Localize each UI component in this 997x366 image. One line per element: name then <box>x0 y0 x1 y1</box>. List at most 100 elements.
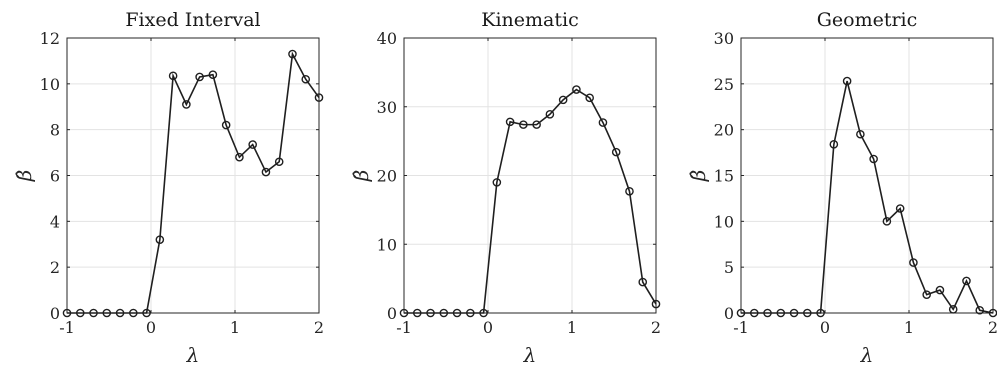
data-point <box>195 72 204 82</box>
data-point <box>412 308 422 318</box>
data-point <box>736 308 746 318</box>
data-point <box>611 147 621 157</box>
y-tick-label: 15 <box>714 167 734 186</box>
chart-title: Kinematic <box>481 9 578 31</box>
data-point <box>519 120 528 129</box>
data-point <box>182 100 191 109</box>
data-point <box>749 308 759 318</box>
data-point <box>62 308 72 318</box>
data-point <box>842 76 852 86</box>
data-point <box>102 308 112 318</box>
data-point <box>909 258 918 267</box>
series-line <box>67 51 320 314</box>
chart-title: Fixed Interval <box>125 9 260 31</box>
data-point <box>869 154 878 164</box>
x-tick-label: 2 <box>651 318 661 337</box>
data-point <box>763 308 772 318</box>
data-point <box>505 117 515 127</box>
x-tick-label: 1 <box>567 318 577 337</box>
data-point <box>261 167 271 177</box>
y-tick-label: 10 <box>40 75 60 94</box>
data-point <box>829 140 839 149</box>
data-point <box>75 308 85 318</box>
data-point <box>532 120 541 129</box>
y-axis-label: β̂ <box>349 170 373 183</box>
data-point <box>221 120 231 130</box>
data-point <box>155 235 165 244</box>
y-tick-label: 40 <box>377 29 397 48</box>
x-axis-label: λ <box>523 343 537 366</box>
data-point <box>895 204 905 213</box>
data-point <box>856 129 865 139</box>
y-axis-label: β̂ <box>12 170 36 183</box>
data-point <box>274 157 284 167</box>
data-point <box>558 95 568 105</box>
x-tick-label: 2 <box>988 318 997 337</box>
y-axis-label: β̂ <box>686 170 710 183</box>
data-point <box>288 49 297 59</box>
data-point <box>789 308 799 318</box>
data-point <box>598 118 608 127</box>
data-point <box>803 308 812 318</box>
data-point <box>922 290 931 299</box>
y-tick-label: 0 <box>387 304 397 323</box>
data-point <box>89 308 98 318</box>
x-tick-label: 2 <box>314 318 324 337</box>
y-tick-label: 10 <box>714 212 734 231</box>
x-axis-label: λ <box>860 343 874 366</box>
data-point <box>776 308 786 318</box>
data-point <box>948 305 958 314</box>
y-tick-label: 30 <box>377 98 397 117</box>
data-point <box>301 74 311 84</box>
x-tick-label: -1 <box>733 318 749 337</box>
data-point <box>816 308 825 318</box>
y-tick-label: 30 <box>714 29 734 48</box>
y-tick-label: 0 <box>724 304 734 323</box>
data-point <box>115 308 125 318</box>
data-point <box>235 152 244 162</box>
x-tick-label: 0 <box>820 318 830 337</box>
y-tick-label: 12 <box>40 29 60 48</box>
y-tick-label: 5 <box>724 258 734 277</box>
data-point <box>399 308 409 318</box>
y-tick-label: 6 <box>50 167 60 186</box>
series-line <box>741 80 994 314</box>
data-point <box>466 308 475 318</box>
y-tick-label: 10 <box>377 235 397 254</box>
data-point <box>638 277 648 287</box>
chart-title: Geometric <box>817 9 918 31</box>
data-point <box>492 178 502 187</box>
data-point <box>585 93 594 103</box>
data-point <box>129 308 138 318</box>
x-tick-label: 1 <box>230 318 240 337</box>
data-point <box>439 308 449 318</box>
x-tick-label: 0 <box>146 318 156 337</box>
data-point <box>962 276 971 286</box>
y-tick-label: 2 <box>50 258 60 277</box>
series-line <box>404 88 657 314</box>
y-tick-label: 20 <box>714 121 734 140</box>
data-point <box>314 93 324 102</box>
data-point <box>479 308 488 318</box>
data-point <box>142 308 151 318</box>
y-tick-label: 0 <box>50 304 60 323</box>
data-point <box>975 305 985 315</box>
x-tick-label: -1 <box>396 318 412 337</box>
data-point <box>452 308 462 318</box>
data-point <box>572 85 581 94</box>
data-point <box>651 299 661 309</box>
x-tick-label: 1 <box>904 318 914 337</box>
data-point <box>248 140 257 149</box>
data-point <box>208 70 218 79</box>
x-tick-label: 0 <box>483 318 493 337</box>
data-point <box>168 71 178 81</box>
y-tick-label: 8 <box>50 121 60 140</box>
data-point <box>545 110 555 119</box>
y-tick-label: 25 <box>714 75 734 94</box>
y-tick-label: 4 <box>50 212 60 231</box>
y-tick-label: 20 <box>377 167 397 186</box>
